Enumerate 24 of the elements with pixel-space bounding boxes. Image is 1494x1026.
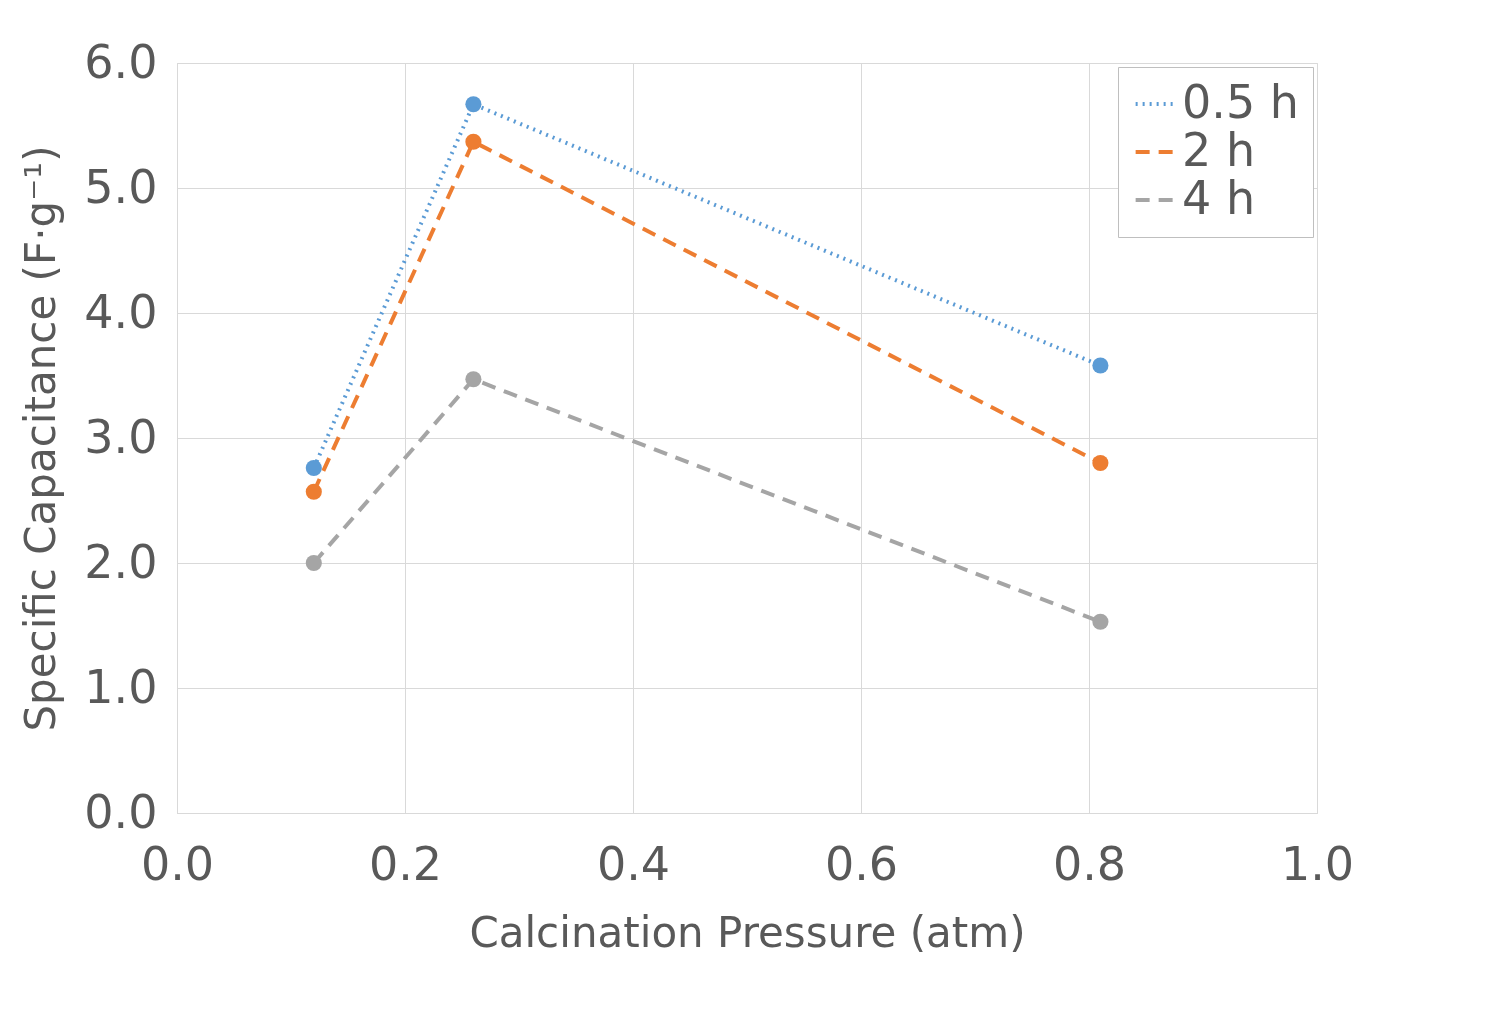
y-tick-label: 6.0	[84, 34, 158, 89]
point	[1092, 454, 1109, 472]
point	[305, 483, 322, 500]
y-tick-label: 5.0	[84, 159, 158, 214]
point	[1092, 613, 1109, 630]
y-tick-label: 3.0	[84, 409, 158, 464]
point	[305, 554, 322, 572]
x-tick-label: 0.2	[368, 836, 443, 891]
x-axis-title: Calcination Pressure (atm)	[469, 907, 1026, 957]
y-tick-label: 4.0	[84, 284, 158, 339]
x-tick-label: 1.0	[1280, 836, 1355, 891]
y-tick-label: 0.0	[84, 784, 158, 839]
point	[1092, 357, 1109, 374]
y-tick-label: 2.0	[84, 534, 158, 589]
x-tick-label: 0.6	[824, 836, 899, 891]
y-tick-label: 1.0	[84, 659, 158, 714]
x-tick-label: 0.4	[596, 836, 671, 891]
x-tick-label: 0.8	[1052, 836, 1127, 891]
point	[465, 96, 482, 113]
point	[465, 371, 482, 388]
x-tick-label: 0.0	[140, 836, 215, 891]
y-axis-title: Specific Capacitance (F·g⁻¹)	[16, 145, 66, 732]
point	[465, 133, 482, 150]
point	[305, 459, 322, 477]
